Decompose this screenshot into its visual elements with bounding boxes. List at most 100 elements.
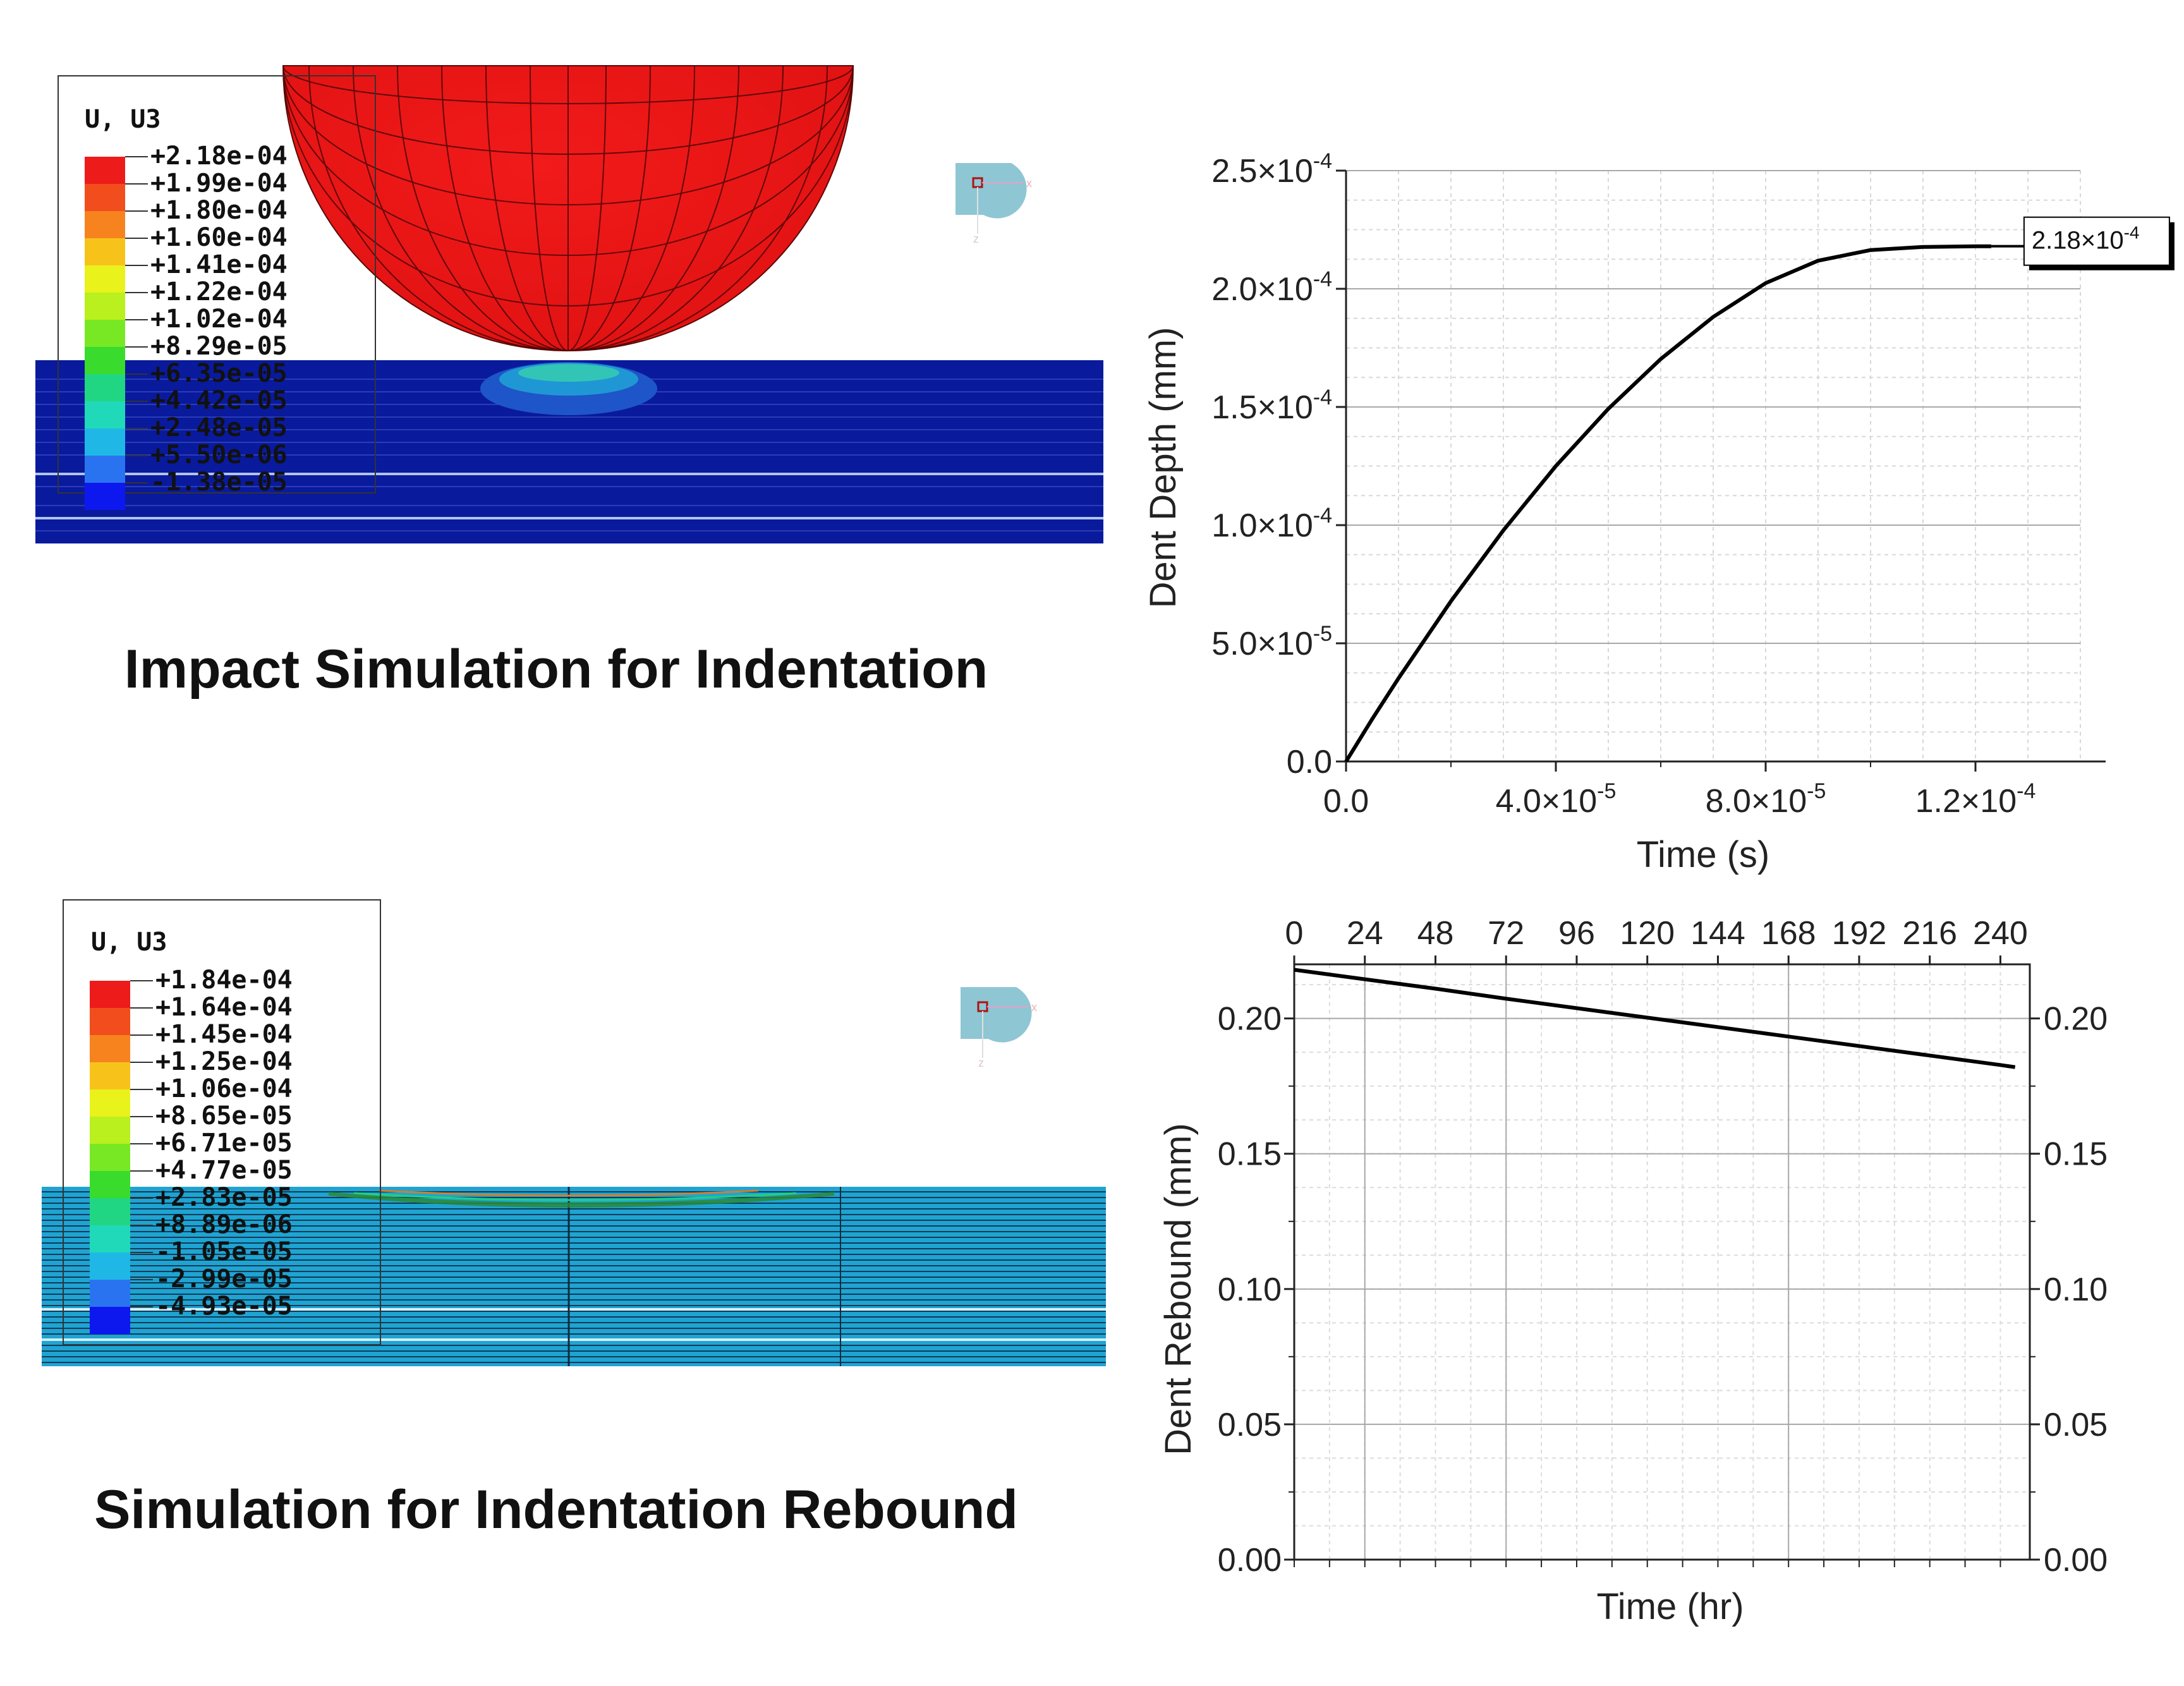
dent-rebound-top-tick-label: 240 (1973, 915, 2028, 952)
impact-triad-x-label: x (1026, 177, 1032, 190)
dent-depth-grid (1345, 170, 2081, 762)
dent-depth-axes (1345, 171, 2106, 763)
dent-rebound-ylabel: Dent Rebound (mm) (1158, 1123, 1199, 1455)
rebound-legend-swatch (90, 1008, 130, 1035)
impact-legend-label: +6.35e-05 (150, 359, 288, 388)
impact-legend-label: +1.60e-04 (150, 223, 288, 252)
impact-legend-swatch (85, 293, 125, 320)
rebound-legend-swatch (90, 1117, 130, 1144)
dent-rebound-ytick-label-left: 0.15 (1218, 1136, 1282, 1173)
rebound-legend-label: +1.06e-04 (155, 1074, 293, 1103)
dent-rebound-top-tick-label: 0 (1285, 915, 1304, 952)
dent-rebound-ytick-label-right: 0.05 (2044, 1407, 2108, 1443)
rebound-legend-label: +2.83e-05 (155, 1183, 293, 1212)
dent-depth-series-line (1344, 244, 1991, 763)
dent-depth-ticks: 0.0 4.0×10-5 8.0×10-5 1.2×10-4 0.0 5.0×10-5 1.… (1211, 149, 2035, 820)
dent-depth-xtick-label: 0.0 (1323, 783, 1369, 820)
dent-rebound-ytick-label-left: 0.05 (1218, 1407, 1282, 1443)
impact-legend-label: +2.18e-04 (150, 142, 288, 171)
rebound-legend-swatch (90, 1307, 130, 1334)
impact-legend-swatch (85, 265, 125, 293)
impact-legend-label: +2.48e-05 (150, 413, 288, 442)
dent-rebound-ytick-label-left: 0.00 (1218, 1542, 1282, 1579)
dent-rebound-chart: 0 24 48 72 96 120 144 168 192 216 240 0.00 0.00 0.05 0… (1158, 915, 2108, 1627)
dent-rebound-top-tick-label: 24 (1347, 915, 1383, 952)
impact-legend-label: +4.42e-05 (150, 386, 288, 415)
impact-legend-label: +1.02e-04 (150, 305, 288, 334)
impact-legend-swatch (85, 211, 125, 238)
dent-depth-ytick-label: 5.0×10-5 (1211, 622, 1332, 662)
rebound-title: Simulation for Indentation Rebound (94, 1479, 1018, 1540)
dent-rebound-top-tick-label: 216 (1902, 915, 1957, 952)
impact-legend: +2.18e-04+1.99e-04+1.80e-04+1.60e-04+1.4… (85, 142, 288, 510)
rebound-legend-label: -4.93e-05 (155, 1292, 293, 1321)
impact-legend-label: +8.29e-05 (150, 332, 288, 361)
dent-depth-ytick-label: 2.5×10-4 (1211, 149, 1332, 190)
dent-rebound-frame (1293, 963, 2031, 1561)
impact-legend-label: +1.22e-04 (150, 277, 288, 306)
rebound-legend-swatch (90, 1171, 130, 1198)
rebound-legend-swatch (90, 1144, 130, 1171)
rebound-legend-swatch (90, 1225, 130, 1252)
dent-rebound-ytick-label-right: 0.10 (2044, 1271, 2108, 1308)
dent-depth-chart: 0.0 4.0×10-5 8.0×10-5 1.2×10-4 0.0 5.0×10-5 1.… (1143, 149, 2175, 875)
rebound-legend-label: -2.99e-05 (155, 1264, 293, 1294)
annotation-text: 2.18×10-4 (2032, 223, 2140, 255)
rebound-legend-label: +1.84e-04 (155, 966, 293, 995)
dent-rebound-top-tick-label: 48 (1417, 915, 1454, 952)
dent-rebound-series-line (1294, 967, 2016, 1069)
dent-depth-ytick-label: 0.0 (1287, 744, 1332, 780)
rebound-legend-label: +1.45e-04 (155, 1020, 293, 1049)
impact-legend-swatch (85, 374, 125, 401)
dent-rebound-ytick-label-left: 0.20 (1218, 1001, 1282, 1038)
impact-legend-swatch (85, 456, 125, 483)
fe-impact-view: U, U3 +2.18e-04+1.99e-04+1.80e-04+1.60e-… (35, 65, 1103, 543)
rebound-legend-swatch (90, 1089, 130, 1117)
dent-depth-peak-annotation: 2.18×10-4 (1991, 216, 2175, 270)
impact-dent-contour (480, 362, 657, 415)
impact-triad-z-label: z (973, 233, 979, 245)
rebound-legend-label: +1.64e-04 (155, 993, 293, 1022)
rebound-legend-box (63, 899, 381, 1345)
rebound-triad-z-label: z (978, 1057, 984, 1069)
dent-rebound-top-tick-label: 144 (1690, 915, 1745, 952)
dent-rebound-axes (1293, 963, 2031, 1561)
annotation-box (2023, 216, 2170, 266)
impact-legend-swatch (85, 157, 125, 184)
dent-depth-xtick-label: 8.0×10-5 (1706, 779, 1826, 820)
impact-axis-triad: x z (956, 163, 1032, 245)
rebound-dent-contour (329, 1189, 834, 1208)
impact-legend-swatch (85, 184, 125, 211)
rebound-legend-label: +1.25e-04 (155, 1047, 293, 1076)
rebound-axis-triad: x z (961, 987, 1037, 1069)
impact-title: Impact Simulation for Indentation (124, 639, 988, 700)
dent-rebound-ticks: 0 24 48 72 96 120 144 168 192 216 240 0.00 0.00 0.05 0… (1218, 915, 2108, 1579)
dent-rebound-ytick-label-left: 0.10 (1218, 1271, 1282, 1308)
rebound-legend-swatch (90, 1198, 130, 1225)
dent-rebound-top-tick-label: 120 (1620, 915, 1675, 952)
rebound-legend-swatch (90, 1062, 130, 1089)
dent-rebound-top-tick-label: 168 (1761, 915, 1816, 952)
dent-depth-xtick-label: 4.0×10-5 (1496, 779, 1617, 820)
dent-depth-xtick-label: 1.2×10-4 (1915, 779, 2036, 820)
impact-legend-swatch (85, 238, 125, 265)
dent-rebound-top-tick-label: 72 (1488, 915, 1524, 952)
impact-sphere (282, 65, 854, 351)
rebound-legend-header: U, U3 (91, 928, 167, 957)
dent-rebound-top-tick-label: 96 (1558, 915, 1595, 952)
impact-legend-label: +1.99e-04 (150, 169, 288, 198)
impact-legend-label: -1.38e-05 (150, 468, 288, 497)
rebound-legend-label: -1.05e-05 (155, 1237, 293, 1266)
fe-rebound-view: U, U3 +1.84e-04+1.64e-04+1.45e-04+1.25e-… (42, 899, 1106, 1366)
rebound-legend: +1.84e-04+1.64e-04+1.45e-04+1.25e-04+1.0… (90, 966, 293, 1334)
rebound-legend-label: +8.65e-05 (155, 1101, 293, 1131)
dent-depth-ytick-label: 2.0×10-4 (1211, 267, 1332, 308)
rebound-legend-swatch (90, 1280, 130, 1307)
dent-depth-ylabel: Dent Depth (mm) (1143, 327, 1184, 609)
rebound-legend-label: +4.77e-05 (155, 1156, 293, 1185)
impact-legend-label: +5.50e-06 (150, 440, 288, 470)
impact-legend-box (58, 75, 376, 494)
impact-legend-swatch (85, 320, 125, 347)
impact-legend-label: +1.80e-04 (150, 196, 288, 225)
dent-depth-ytick-label: 1.0×10-4 (1211, 504, 1332, 544)
